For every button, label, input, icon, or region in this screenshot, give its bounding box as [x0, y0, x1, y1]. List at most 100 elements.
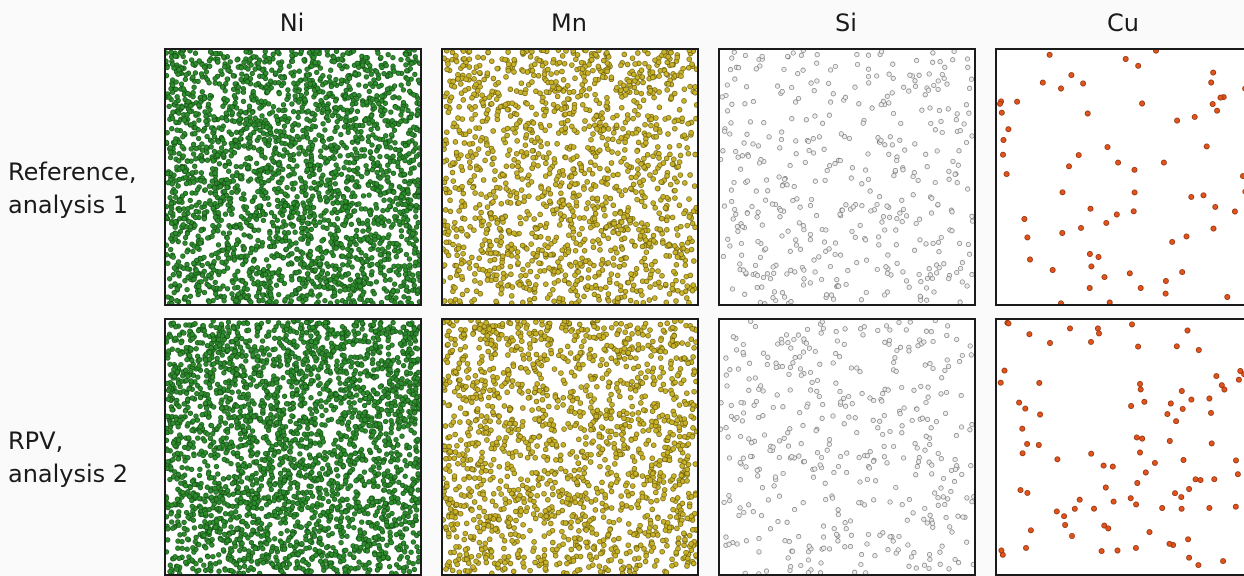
atom-dot-mn — [454, 150, 459, 155]
atom-dot-cu — [1060, 230, 1065, 235]
atom-dot-si — [885, 271, 889, 275]
atom-dot-ni — [379, 55, 384, 60]
atom-dot-mn — [443, 299, 447, 304]
atom-dot-si — [880, 220, 884, 224]
atom-dot-mn — [532, 286, 537, 291]
atom-dot-mn — [686, 121, 691, 126]
atom-dot-ni — [344, 160, 349, 165]
atom-dot-ni — [198, 558, 203, 563]
atom-dot-ni — [313, 60, 318, 65]
atom-dot-ni — [205, 150, 210, 155]
atom-dot-ni — [239, 131, 244, 136]
atom-dot-si — [739, 253, 743, 257]
atom-dot-ni — [376, 76, 381, 81]
atom-dot-si — [918, 294, 922, 298]
atom-dot-mn — [503, 181, 508, 186]
atom-dot-ni — [345, 65, 350, 70]
atom-dot-ni — [369, 72, 374, 77]
atom-dot-ni — [183, 77, 188, 82]
atom-dot-ni — [338, 289, 343, 294]
atom-dot-mn — [498, 104, 503, 109]
atom-dot-mn — [647, 65, 652, 70]
atom-dot-ni — [349, 125, 354, 130]
atom-dot-ni — [399, 194, 404, 199]
atom-dot-ni — [166, 215, 169, 220]
atom-dot-mn — [604, 143, 609, 148]
atom-dot-si — [883, 228, 887, 232]
atom-dot-ni — [398, 330, 403, 335]
atom-dot-si — [913, 142, 917, 146]
atom-dot-ni — [173, 54, 178, 59]
atom-dot-mn — [457, 268, 462, 273]
atom-dot-si — [967, 111, 971, 115]
atom-dot-ni — [406, 57, 411, 62]
atom-dot-mn — [494, 299, 499, 304]
atom-dot-mn — [619, 63, 624, 68]
atom-dot-ni — [173, 220, 178, 225]
atom-dot-ni — [347, 260, 352, 265]
atom-dot-mn — [647, 298, 652, 303]
atom-dot-ni — [350, 102, 355, 107]
atom-dot-mn — [462, 141, 467, 146]
atom-dot-ni — [166, 252, 169, 257]
atom-dot-ni — [375, 262, 380, 267]
atom-dot-mn — [616, 172, 621, 177]
atom-dot-ni — [207, 273, 212, 278]
atom-map-svg — [166, 50, 420, 304]
atom-dot-ni — [391, 222, 396, 227]
atom-dot-ni — [337, 63, 342, 68]
atom-dot-ni — [264, 166, 269, 171]
atom-dot-si — [907, 89, 911, 93]
atom-dot-mn — [601, 207, 606, 212]
atom-dot-ni — [399, 119, 404, 124]
atom-dot-mn — [598, 166, 603, 171]
atom-dot-cu — [1104, 220, 1109, 225]
atom-dot-ni — [325, 492, 330, 497]
atom-dot-mn — [542, 268, 547, 273]
atom-dot-mn — [505, 107, 510, 112]
atom-dot-si — [721, 149, 725, 153]
atom-dot-ni — [172, 290, 177, 295]
atom-dot-ni — [305, 117, 310, 122]
atom-dot-mn — [622, 52, 627, 57]
atom-dot-mn — [534, 112, 539, 117]
atom-dot-ni — [402, 295, 407, 300]
atom-dot-ni — [166, 204, 169, 209]
atom-dot-mn — [468, 150, 473, 155]
atom-dot-ni — [250, 266, 255, 271]
atom-dot-mn — [521, 69, 526, 74]
atom-dot-ni — [386, 235, 391, 240]
atom-dot-mn — [611, 256, 616, 261]
atom-dot-ni — [176, 72, 181, 77]
atom-dot-si — [728, 67, 732, 71]
atom-dot-ni — [412, 251, 417, 256]
atom-dot-mn — [535, 136, 540, 141]
atom-dot-si — [758, 300, 762, 304]
atom-dot-ni — [405, 276, 410, 281]
atom-dot-ni — [173, 231, 178, 236]
atom-dot-mn — [456, 116, 461, 121]
atom-dot-mn — [443, 143, 447, 148]
atom-dot-si — [958, 266, 962, 270]
atom-dot-ni — [270, 110, 275, 115]
atom-dot-mn — [463, 88, 468, 93]
atom-dot-mn — [621, 83, 626, 88]
atom-dot-mn — [520, 243, 525, 248]
atom-dot-si — [955, 270, 959, 274]
atom-dot-mn — [642, 156, 647, 161]
atom-dot-mn — [617, 188, 622, 193]
atom-dot-si — [720, 157, 723, 161]
atom-dot-ni — [328, 285, 333, 290]
atom-dot-si — [879, 50, 883, 54]
atom-dot-ni — [369, 127, 374, 132]
atom-dot-ni — [245, 254, 250, 259]
atom-dot-ni — [208, 50, 213, 54]
atom-dot-ni — [361, 221, 366, 226]
atom-dot-si — [728, 244, 732, 248]
atom-dot-mn — [472, 70, 477, 75]
atom-dot-si — [911, 193, 915, 197]
atom-dot-si — [891, 76, 895, 80]
atom-dot-ni — [308, 291, 313, 296]
atom-dot-mn — [694, 103, 697, 108]
atom-dot-mn — [670, 162, 675, 167]
